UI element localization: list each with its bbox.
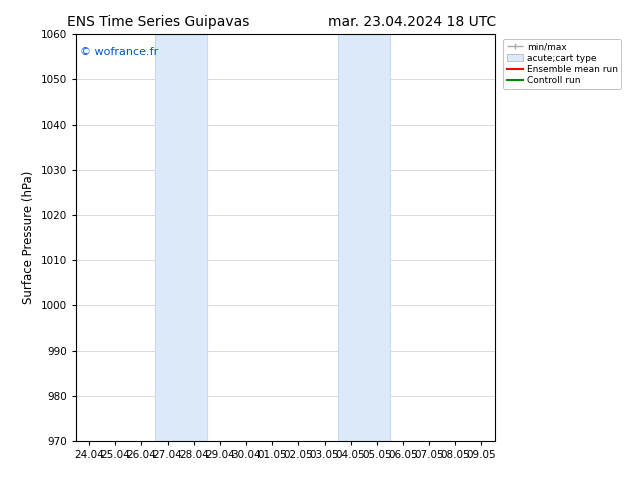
- Bar: [155, 34, 207, 441]
- Legend: min/max, acute;cart type, Ensemble mean run, Controll run: min/max, acute;cart type, Ensemble mean …: [503, 39, 621, 89]
- Text: ENS Time Series Guipavas: ENS Time Series Guipavas: [67, 15, 250, 29]
- Bar: [337, 34, 390, 441]
- Y-axis label: Surface Pressure (hPa): Surface Pressure (hPa): [22, 171, 36, 304]
- Text: © wofrance.fr: © wofrance.fr: [81, 47, 158, 56]
- Text: mar. 23.04.2024 18 UTC: mar. 23.04.2024 18 UTC: [328, 15, 496, 29]
